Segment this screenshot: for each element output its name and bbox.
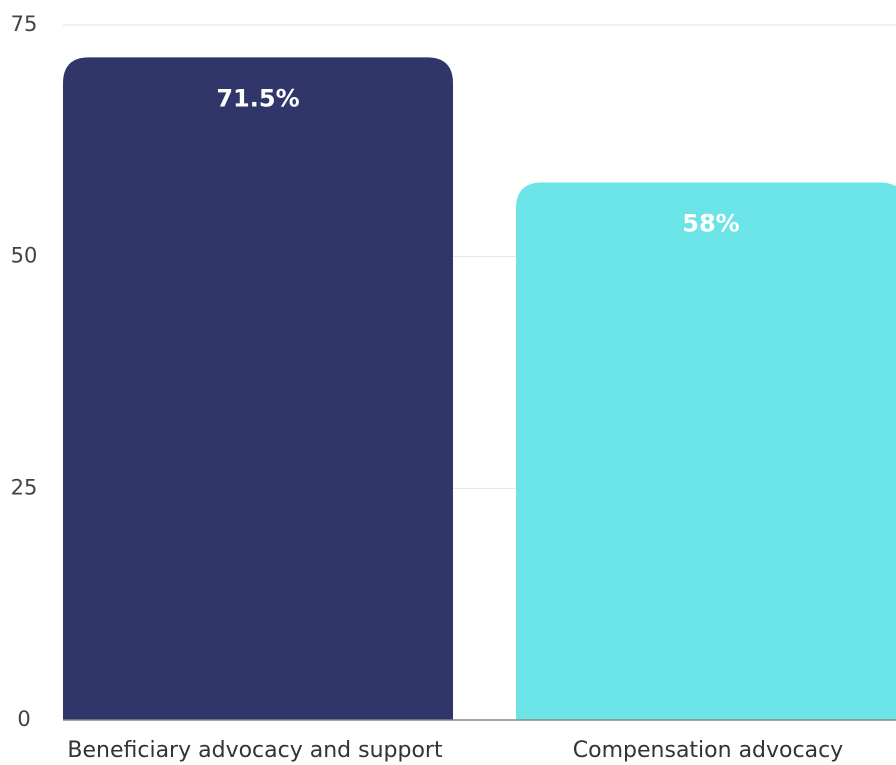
x-tick-label: Beneficiary advocacy and support	[67, 738, 443, 763]
x-tick-label: Compensation advocacy	[573, 738, 843, 763]
bar	[63, 57, 453, 720]
bar	[516, 182, 896, 720]
value-label: 58%	[682, 210, 739, 238]
y-tick-label: 25	[11, 475, 38, 499]
y-tick-label: 0	[17, 707, 30, 731]
y-tick-label: 50	[11, 244, 38, 268]
value-label: 71.5%	[216, 84, 299, 112]
y-tick-label: 75	[11, 12, 38, 36]
